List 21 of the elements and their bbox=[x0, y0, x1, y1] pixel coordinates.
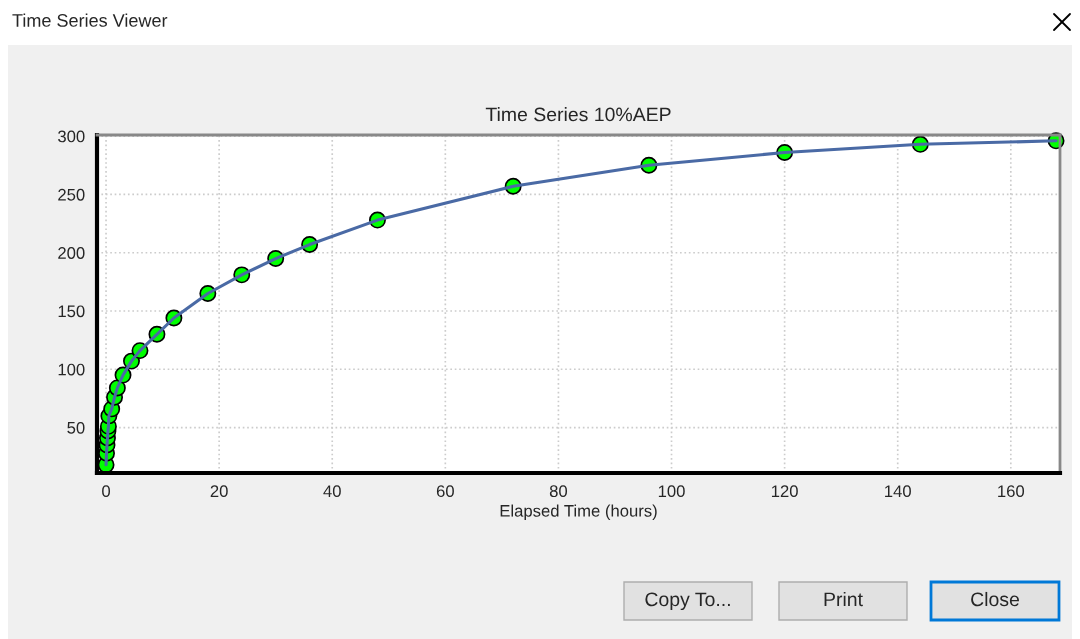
x-tick-label: 40 bbox=[323, 485, 341, 498]
x-tick-label: 20 bbox=[210, 485, 228, 498]
y-tick-label: 50 bbox=[67, 421, 85, 434]
y-tick-label: 150 bbox=[58, 305, 85, 318]
chart-title: Time Series 10%AEP bbox=[485, 107, 671, 122]
y-tick-label: 100 bbox=[58, 363, 85, 376]
text: Time Series Viewer bbox=[12, 13, 168, 27]
y-tick-label: 300 bbox=[58, 130, 85, 143]
y-tick-label: 200 bbox=[58, 247, 85, 259]
x-tick-label: 140 bbox=[885, 485, 911, 498]
x-tick-label: 120 bbox=[771, 485, 798, 498]
text: Close bbox=[971, 591, 1019, 607]
text: Print bbox=[824, 591, 863, 607]
text: Copy To... bbox=[645, 592, 730, 611]
x-tick-label: 0 bbox=[102, 485, 111, 498]
x-axis-title: Elapsed Time (hours) bbox=[500, 504, 657, 521]
x-tick-label: 80 bbox=[549, 485, 568, 498]
x-tick-label: 60 bbox=[436, 485, 454, 498]
x-tick-label: 100 bbox=[658, 485, 685, 498]
y-tick-label: 250 bbox=[58, 188, 85, 201]
x-tick-label: 160 bbox=[998, 485, 1025, 498]
